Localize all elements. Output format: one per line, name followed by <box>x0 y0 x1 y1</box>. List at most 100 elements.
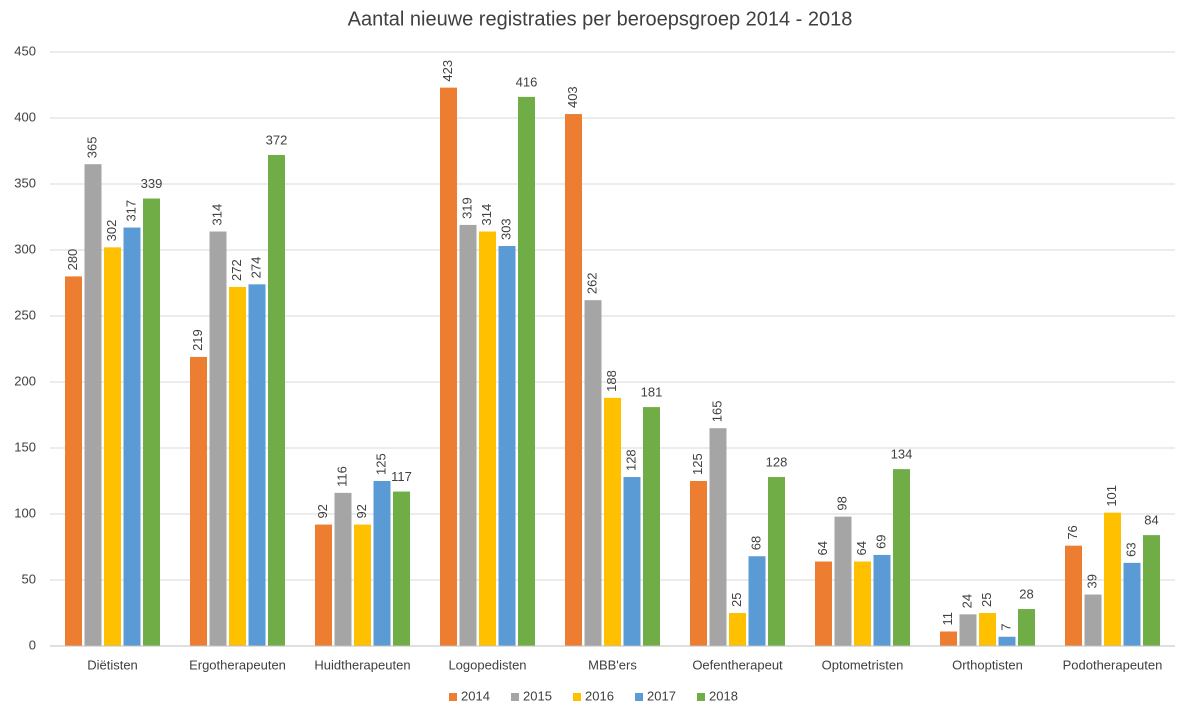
y-tick-label: 50 <box>22 571 36 586</box>
y-tick-label: 150 <box>14 439 36 454</box>
data-label: 165 <box>709 400 724 422</box>
bar <box>315 524 332 646</box>
bar <box>393 491 410 646</box>
bar <box>584 300 602 646</box>
x-tick-label: Podotherapeuten <box>1063 657 1163 672</box>
bar <box>1018 609 1035 646</box>
data-label: 303 <box>498 218 513 240</box>
data-label: 11 <box>940 612 955 626</box>
data-label: 365 <box>84 136 99 158</box>
bar <box>873 554 891 646</box>
data-label: 274 <box>248 257 263 279</box>
bar <box>459 224 477 647</box>
bar <box>268 154 285 646</box>
legend-swatch <box>511 693 519 701</box>
x-tick-label: Ergotherapeuten <box>189 657 286 672</box>
data-label: 372 <box>266 132 288 147</box>
data-label: 314 <box>479 204 494 226</box>
data-label: 24 <box>959 594 974 608</box>
data-label: 125 <box>690 453 705 475</box>
data-label: 128 <box>623 449 638 471</box>
data-label: 116 <box>334 466 349 487</box>
bar <box>248 284 266 646</box>
y-tick-label: 0 <box>29 637 36 652</box>
y-tick-label: 300 <box>14 241 36 256</box>
data-label: 69 <box>873 534 888 548</box>
data-label: 64 <box>854 541 869 555</box>
data-label: 92 <box>354 504 369 518</box>
bar <box>709 428 727 646</box>
data-label: 272 <box>229 259 244 281</box>
bar <box>518 96 535 646</box>
data-label: 423 <box>440 60 455 82</box>
bar <box>373 481 391 646</box>
bar <box>1104 512 1121 646</box>
bar <box>565 114 582 647</box>
data-label: 416 <box>516 74 538 89</box>
bar <box>643 407 660 646</box>
x-tick-label: Orthoptisten <box>952 657 1023 672</box>
data-label: 25 <box>979 593 994 607</box>
legend-swatch <box>635 693 643 701</box>
bar <box>440 87 457 646</box>
bar <box>768 477 785 646</box>
data-label: 25 <box>729 593 744 607</box>
y-tick-label: 350 <box>14 175 36 190</box>
bar <box>65 276 82 646</box>
data-label: 280 <box>65 249 80 271</box>
data-label: 128 <box>766 454 788 469</box>
data-label: 339 <box>141 176 163 191</box>
data-label: 28 <box>1019 586 1033 601</box>
bar <box>1123 562 1141 646</box>
y-tick-label: 400 <box>14 109 36 124</box>
x-tick-label: Optometristen <box>822 657 904 672</box>
data-label: 63 <box>1123 542 1138 556</box>
legend-swatch <box>449 693 457 701</box>
legend-swatch <box>573 693 581 701</box>
bar <box>748 556 766 646</box>
data-label: 219 <box>190 329 205 351</box>
bar <box>1084 594 1102 646</box>
x-tick-label: Huidtherapeuten <box>314 657 410 672</box>
data-label: 125 <box>373 453 388 475</box>
bar <box>979 613 996 646</box>
bar <box>690 481 707 646</box>
y-tick-label: 450 <box>14 43 36 58</box>
bar <box>354 524 371 646</box>
data-label: 68 <box>748 536 763 550</box>
bar <box>959 614 977 646</box>
legend-label: 2017 <box>647 688 676 703</box>
legend-label: 2016 <box>585 688 614 703</box>
bar <box>190 356 207 646</box>
bar <box>940 631 957 646</box>
chart-title: Aantal nieuwe registraties per beroepsgr… <box>348 8 853 30</box>
y-tick-label: 100 <box>14 505 36 520</box>
bar <box>893 469 910 646</box>
data-label: 262 <box>584 272 599 294</box>
bar <box>1065 545 1082 646</box>
data-label: 92 <box>315 504 330 518</box>
data-label: 76 <box>1065 525 1080 539</box>
bar <box>604 397 621 646</box>
data-label: 314 <box>209 204 224 226</box>
data-label: 98 <box>834 496 849 510</box>
y-tick-label: 200 <box>14 373 36 388</box>
bar <box>209 231 227 646</box>
legend-label: 2018 <box>709 688 738 703</box>
data-label: 117 <box>391 469 412 484</box>
bar <box>834 516 852 646</box>
bar <box>84 164 102 646</box>
y-tick-label: 250 <box>14 307 36 322</box>
bar <box>729 613 746 646</box>
bar <box>143 198 160 646</box>
data-label: 84 <box>1144 513 1158 528</box>
bar <box>1143 535 1160 646</box>
data-label: 101 <box>1104 485 1119 507</box>
data-label: 39 <box>1084 574 1099 588</box>
data-label: 317 <box>123 200 138 222</box>
bar <box>104 247 121 647</box>
x-tick-label: Logopedisten <box>448 657 526 672</box>
bar <box>815 561 832 646</box>
legend-label: 2014 <box>461 688 490 703</box>
